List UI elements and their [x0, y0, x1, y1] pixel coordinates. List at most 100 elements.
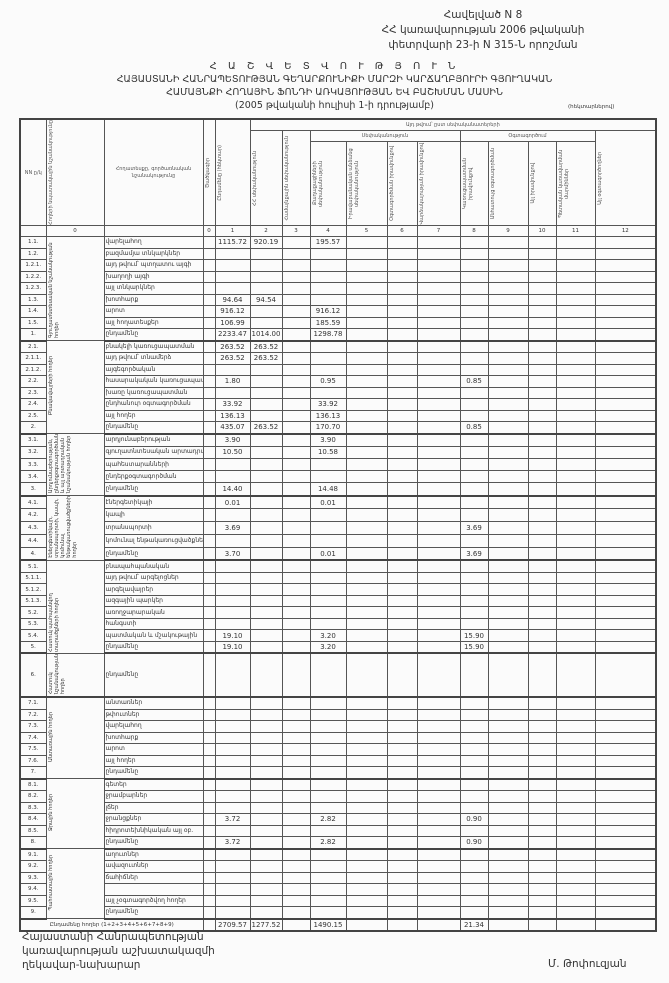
value-cell	[309, 594, 347, 608]
value-cell	[214, 652, 251, 699]
value-cell	[309, 470, 347, 484]
value-cell	[202, 640, 216, 655]
value-cell	[214, 801, 251, 815]
table-row: 8.3. լճեր	[19, 801, 657, 815]
row-number: 8.3.	[19, 801, 47, 815]
value-cell	[594, 386, 657, 399]
value-cell	[202, 583, 216, 596]
value-cell	[487, 409, 529, 422]
value-cell	[416, 652, 461, 699]
value-cell	[309, 731, 347, 745]
value-cell	[249, 559, 283, 573]
header-col7: Վարձակալության իրավունքով	[416, 141, 461, 226]
table-row: 9.5. այլ չօգտագործվող հողեր	[19, 894, 657, 908]
value-cell	[249, 482, 283, 497]
value-cell	[214, 790, 251, 803]
row-number: 8.2.	[19, 790, 47, 803]
land-type-label: արգելավայրեր	[103, 583, 204, 596]
value-cell	[249, 433, 283, 447]
value-cell	[555, 731, 596, 745]
value-cell	[487, 629, 529, 642]
category-label: Գյուղատնտեսական նշանակության հողեր	[45, 236, 105, 341]
column-index: 4	[309, 225, 347, 237]
row-number: 1.4.	[19, 305, 47, 318]
value-cell	[416, 363, 461, 376]
value-cell	[281, 363, 311, 376]
row-number: 3.	[19, 482, 47, 497]
value-cell	[594, 617, 657, 631]
value-cell	[527, 720, 557, 733]
header-col2: ՀՀ սեփականություն	[249, 130, 283, 226]
value-cell	[309, 363, 347, 376]
table-row: 9.2. ավազուտներ	[19, 860, 657, 873]
value-cell	[345, 696, 388, 710]
value-cell	[345, 282, 388, 295]
land-type-label: ընդամենը	[103, 546, 204, 562]
value-cell	[527, 801, 557, 815]
header-col1: Ընդամենը (հեկտար)	[214, 118, 251, 226]
value-cell	[459, 906, 489, 920]
value-cell	[594, 482, 657, 497]
value-cell	[345, 521, 388, 535]
value-cell	[459, 766, 489, 780]
title-line-1: ՀԱՅԱՍՏԱՆԻ ՀԱՆՐԱՊԵՏՈՒԹՅԱՆ ԳԵՂԱՐՔՈՒՆԻՔԻ ՄԱ…	[116, 74, 553, 85]
value-cell	[459, 259, 489, 272]
value-cell	[214, 720, 251, 733]
row-number: 5.4.	[19, 629, 47, 642]
value-cell	[594, 583, 657, 596]
row-number: 9.5.	[19, 894, 47, 908]
value-cell	[281, 375, 311, 388]
value-cell	[345, 594, 388, 608]
header-col4: Քաղաքացիների սեփականություն	[309, 141, 347, 226]
value-cell: 106.99	[214, 316, 251, 329]
value-cell	[249, 409, 283, 422]
value-cell	[281, 259, 311, 272]
value-cell: 3.90	[309, 433, 347, 447]
table-row: 8.1. Ջրային հողեր գետեր	[19, 778, 657, 850]
value-cell	[281, 270, 311, 283]
value-cell	[459, 386, 489, 399]
value-cell	[487, 236, 529, 249]
value-cell	[281, 495, 311, 510]
value-cell	[202, 533, 216, 548]
header-col10: Այլ իրավունքով	[527, 141, 557, 226]
value-cell	[386, 421, 418, 435]
value-cell	[345, 445, 388, 459]
value-cell	[594, 696, 657, 710]
table-row: 7. ընդամենը	[19, 766, 657, 780]
title-line-2: ՀԱՄԱՅՆՔԻ ՀՈՂԱՅԻՆ ՖՈՆԴԻ ԱՌԿԱՅՈՒԹՅԱՆ ԵՎ ԲԱ…	[166, 87, 503, 98]
value-cell	[281, 652, 311, 699]
land-type-label: ազգային պարկեր	[103, 594, 204, 608]
value-cell	[555, 495, 596, 510]
value-cell	[594, 824, 657, 838]
row-number: 2.3.	[19, 386, 47, 399]
value-cell: 33.92	[309, 398, 347, 411]
value-cell	[249, 495, 283, 510]
land-type-label: գյուղատնտեսական արտադրական	[103, 445, 204, 459]
total-value-cell	[416, 918, 461, 932]
value-cell	[555, 457, 596, 472]
table-row: 5.2. առողջարարական	[19, 606, 657, 619]
value-cell	[202, 813, 216, 826]
value-cell	[345, 617, 388, 631]
value-cell	[345, 766, 388, 780]
value-cell	[386, 801, 418, 815]
value-cell	[459, 743, 489, 756]
value-cell	[555, 259, 596, 272]
category-label: Հատուկ նշանակության հողեր	[45, 652, 105, 699]
value-cell	[459, 482, 489, 497]
value-cell: 0.95	[309, 375, 347, 388]
column-index: 5	[345, 225, 388, 237]
value-cell: 0.01	[309, 546, 347, 562]
value-cell	[345, 457, 388, 472]
value-cell	[527, 495, 557, 510]
value-cell	[386, 871, 418, 885]
table-row: 7.5. արոտ	[19, 743, 657, 756]
value-cell	[202, 328, 216, 342]
value-cell	[594, 409, 657, 422]
value-cell	[386, 743, 418, 756]
value-cell	[487, 696, 529, 710]
table-row: 1.2. բազմամյա տնկարկներ	[19, 247, 657, 260]
value-cell	[416, 606, 461, 619]
value-cell	[594, 894, 657, 908]
